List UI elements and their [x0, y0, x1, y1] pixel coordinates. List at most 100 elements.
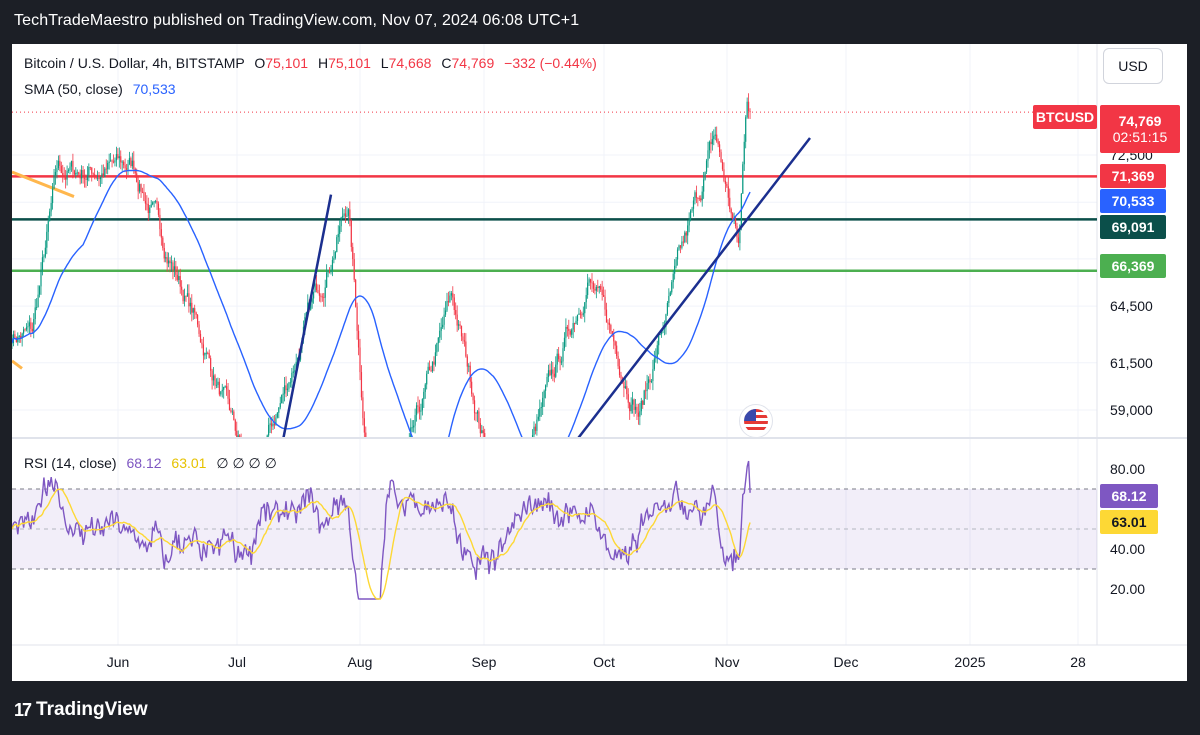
- tv-logo-mark: 17: [14, 699, 32, 720]
- candle-body: [690, 210, 692, 220]
- candle-body: [639, 411, 641, 417]
- open-value: 75,101: [265, 55, 309, 71]
- candle-body: [31, 328, 33, 332]
- candle-body: [133, 160, 135, 169]
- symbol-title[interactable]: Bitcoin / U.S. Dollar, 4h, BITSTAMP: [24, 55, 245, 71]
- candle-body: [726, 183, 728, 187]
- candle-body: [147, 204, 149, 213]
- candle-body: [159, 214, 161, 230]
- candle-body: [452, 293, 454, 298]
- orange-trendline-bottom: [12, 359, 23, 370]
- candle-body: [688, 219, 690, 226]
- candle-body: [746, 101, 748, 118]
- candle-body: [643, 390, 645, 405]
- candle-body: [528, 454, 529, 462]
- countdown-value: 02:51:15: [1112, 129, 1168, 145]
- rsi-ma-axis-label: 63.01: [1100, 510, 1158, 534]
- mid-level-label: 69,091: [1100, 215, 1166, 239]
- candle-body: [649, 379, 651, 383]
- candle-body: [317, 290, 319, 294]
- rsi-label[interactable]: RSI (14, close): [24, 455, 117, 471]
- candle-body: [44, 247, 46, 257]
- candle-body: [375, 574, 376, 599]
- candle-body: [239, 435, 241, 437]
- candle-body: [127, 164, 129, 170]
- candle-body: [434, 352, 436, 365]
- candle-body: [62, 173, 64, 177]
- candle-body: [340, 217, 342, 227]
- candle-body: [330, 270, 332, 273]
- candle-body: [20, 335, 22, 339]
- candle-body: [700, 198, 702, 201]
- candle-body: [264, 449, 265, 453]
- candle-body: [339, 226, 341, 234]
- candle-body: [436, 343, 438, 353]
- currency-button[interactable]: USD: [1103, 48, 1163, 84]
- candle-body: [134, 168, 136, 174]
- candle-body: [634, 406, 637, 410]
- candle-body: [284, 385, 286, 394]
- candle-body: [288, 382, 290, 389]
- candle-body: [123, 161, 125, 166]
- candle-body: [137, 182, 139, 192]
- candle-body: [212, 375, 215, 381]
- candle-body: [646, 383, 648, 392]
- candle-body: [546, 376, 548, 386]
- sma-legend: SMA (50, close) 70,533: [24, 81, 176, 97]
- open-label: O: [254, 55, 266, 71]
- candle-body: [205, 352, 207, 354]
- candle-body: [24, 329, 26, 331]
- candle-body: [327, 272, 329, 274]
- candle-body: [367, 449, 368, 468]
- candle-body: [70, 161, 73, 167]
- candle-body: [672, 273, 674, 283]
- candle-body: [745, 117, 747, 142]
- candle-body: [668, 295, 670, 303]
- candle-body: [582, 313, 584, 315]
- candle-body: [460, 325, 463, 337]
- candle-body: [57, 160, 59, 169]
- candle-body: [611, 331, 613, 335]
- time-tick-label: Aug: [348, 654, 373, 670]
- candle-body: [85, 178, 87, 180]
- candle-body: [545, 385, 547, 391]
- candle-body: [237, 435, 239, 437]
- candle-body: [95, 177, 97, 179]
- tradingview-logo[interactable]: 17 TradingView: [14, 699, 148, 721]
- candle-body: [547, 370, 550, 377]
- candle-body: [292, 371, 294, 373]
- candle-body: [592, 282, 595, 289]
- candle-body: [475, 413, 477, 414]
- candle-body: [278, 407, 280, 413]
- candle-body: [650, 380, 653, 383]
- candle-body: [128, 158, 131, 165]
- candle-body: [182, 289, 184, 302]
- candle-body: [289, 382, 291, 384]
- candle-body: [243, 451, 244, 452]
- candle-body: [633, 399, 635, 410]
- candle-body: [415, 405, 418, 416]
- candle-body: [616, 345, 618, 357]
- us-flag-icon[interactable]: [739, 404, 773, 438]
- candle-body: [697, 197, 699, 199]
- candle-body: [191, 302, 193, 313]
- sma-label[interactable]: SMA (50, close): [24, 81, 123, 97]
- candle-body: [701, 191, 703, 201]
- time-tick-label: 2025: [954, 654, 985, 670]
- candle-body: [708, 141, 711, 151]
- price-pane: [12, 93, 1097, 599]
- candle-body: [311, 298, 313, 303]
- candle-body: [737, 237, 740, 244]
- candle-body: [157, 203, 160, 215]
- candle-body: [486, 445, 487, 457]
- rsi-pane: [12, 460, 1097, 600]
- candle-body: [144, 200, 146, 204]
- candle-body: [522, 469, 523, 479]
- rsi-axis-ticks: 20.00 40.00 80.00: [1110, 461, 1145, 597]
- candle-body: [694, 192, 696, 201]
- price-tick-label: 61,500: [1110, 355, 1153, 371]
- candle-body: [88, 167, 90, 176]
- candle-body: [347, 209, 349, 216]
- candle-body: [560, 361, 563, 363]
